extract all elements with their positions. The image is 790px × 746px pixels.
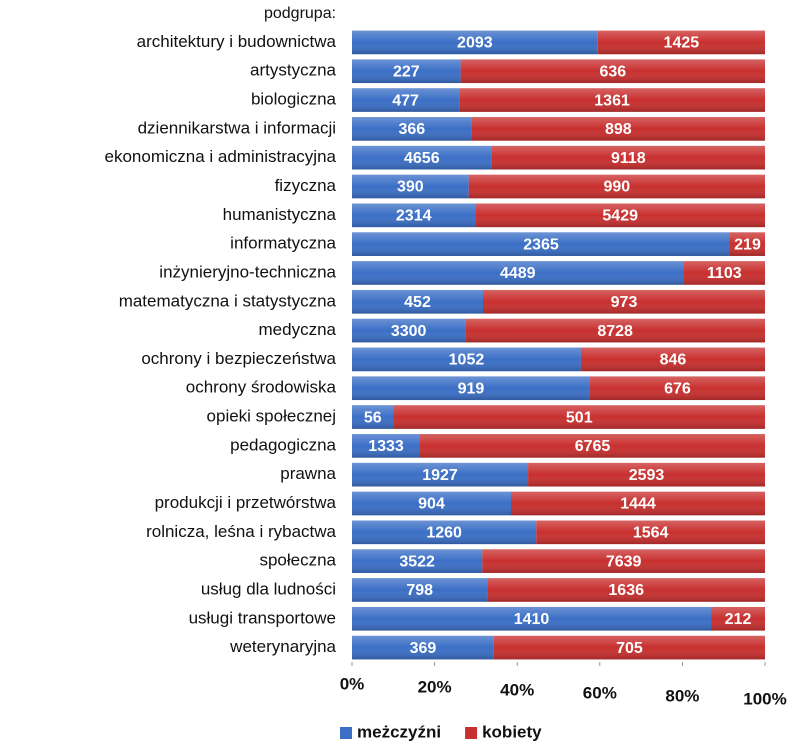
category-label: inżynieryjno-techniczna xyxy=(159,262,336,281)
data-label: 5429 xyxy=(602,208,638,225)
category-label: pedagogiczna xyxy=(230,435,336,454)
data-label: 1333 xyxy=(368,438,404,455)
data-label: 1564 xyxy=(633,525,669,542)
data-label: 227 xyxy=(393,63,420,80)
data-label: 3522 xyxy=(399,553,435,570)
category-label: dziennikarstwa i informacji xyxy=(138,118,336,137)
data-label: 636 xyxy=(599,63,626,80)
category-label: architektury i budownictwa xyxy=(137,32,337,51)
data-label: 898 xyxy=(605,121,632,138)
category-label: fizyczna xyxy=(275,176,337,195)
x-tick-label: 40% xyxy=(500,680,534,699)
data-label: 6765 xyxy=(575,438,611,455)
chart: podgrupa: 0% 20% 40% 60% 80% 100% architektury… xyxy=(0,0,790,746)
data-label: 1410 xyxy=(514,611,550,628)
data-label: 4489 xyxy=(500,265,536,282)
data-label: 990 xyxy=(604,179,631,196)
axis-title: podgrupa: xyxy=(264,5,336,22)
data-label: 2365 xyxy=(523,236,559,253)
category-label: rolnicza, leśna i rybactwa xyxy=(146,522,336,541)
category-label: informatyczna xyxy=(230,234,336,253)
category-label: usług dla ludności xyxy=(201,579,336,598)
data-label: 212 xyxy=(725,611,752,628)
data-label: 3300 xyxy=(391,323,427,340)
data-label: 7639 xyxy=(606,553,642,570)
data-label: 676 xyxy=(664,380,691,397)
category-label: ekonomiczna i administracyjna xyxy=(105,147,337,166)
category-label: produkcji i przetwórstwa xyxy=(155,493,337,512)
data-label: 798 xyxy=(406,582,433,599)
x-tick-label: 20% xyxy=(418,677,452,696)
x-tick-label: 0% xyxy=(340,674,365,693)
data-label: 366 xyxy=(398,121,425,138)
data-label: 1103 xyxy=(707,265,742,282)
data-label: 219 xyxy=(734,236,761,253)
x-tick-label: 60% xyxy=(583,683,617,702)
x-tick-label: 100% xyxy=(743,689,786,708)
data-label: 9118 xyxy=(611,150,646,167)
data-label: 56 xyxy=(364,409,382,426)
category-label: ochrony środowiska xyxy=(186,378,337,397)
data-label: 1425 xyxy=(664,35,700,52)
category-label: biologiczna xyxy=(251,90,337,109)
data-label: 1636 xyxy=(608,582,644,599)
data-label: 846 xyxy=(660,352,687,369)
data-label: 369 xyxy=(410,640,437,657)
legend-swatch xyxy=(465,727,477,739)
data-label: 2314 xyxy=(396,208,432,225)
data-label: 390 xyxy=(397,179,424,196)
data-label: 1052 xyxy=(449,352,485,369)
data-label: 8728 xyxy=(597,323,633,340)
data-label: 2093 xyxy=(457,35,493,52)
data-label: 705 xyxy=(616,640,643,657)
x-tick-label: 80% xyxy=(665,686,699,705)
data-label: 477 xyxy=(392,92,419,109)
data-label: 973 xyxy=(611,294,638,311)
category-label: opieki społecznej xyxy=(207,407,336,426)
category-label: usługi transportowe xyxy=(189,608,336,627)
category-label: humanistyczna xyxy=(223,205,337,224)
data-label: 904 xyxy=(418,496,445,513)
legend-label: kobiety xyxy=(482,722,542,741)
data-label: 452 xyxy=(404,294,431,311)
category-label: artystyczna xyxy=(250,61,337,80)
data-label: 1927 xyxy=(422,467,458,484)
category-label: weterynaryjna xyxy=(229,637,336,656)
data-label: 919 xyxy=(458,380,485,397)
category-label: ochrony i bezpieczeństwa xyxy=(141,349,336,368)
data-label: 1260 xyxy=(426,525,462,542)
data-label: 501 xyxy=(566,409,593,426)
data-label: 2593 xyxy=(629,467,665,484)
data-label: 4656 xyxy=(404,150,440,167)
category-label: prawna xyxy=(280,464,336,483)
category-label: medyczna xyxy=(259,320,337,339)
legend-label: meżczyźni xyxy=(357,722,441,741)
data-label: 1361 xyxy=(594,92,630,109)
category-label: matematyczna i statystyczna xyxy=(119,291,337,310)
category-label: społeczna xyxy=(259,551,336,570)
data-label: 1444 xyxy=(620,496,656,513)
legend-swatch xyxy=(340,727,352,739)
